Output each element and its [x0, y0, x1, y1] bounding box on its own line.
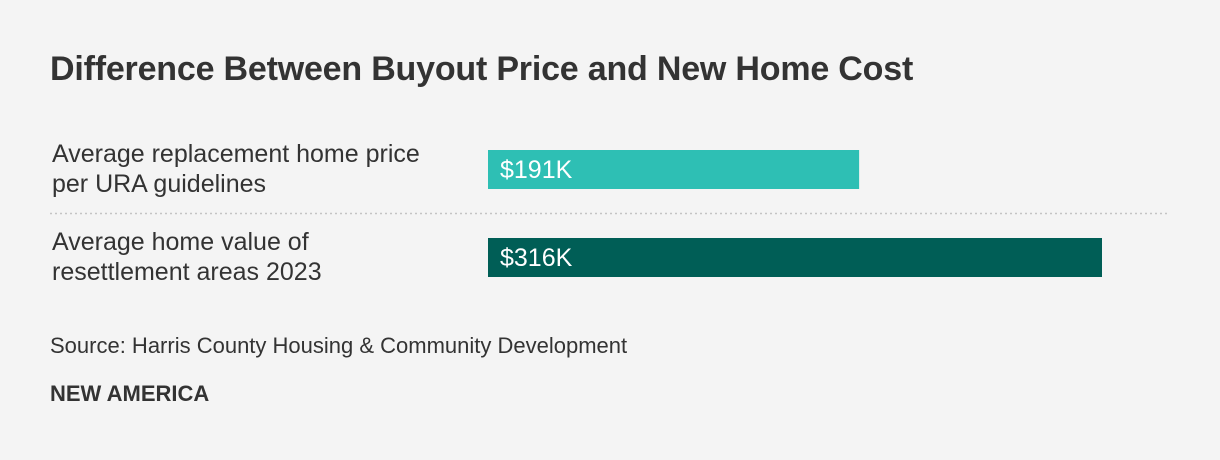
category-label: Average home value of — [52, 228, 309, 256]
category-label: resettlement areas 2023 — [52, 258, 322, 286]
category-label: Average replacement home price — [52, 140, 420, 168]
data-label: $191K — [500, 156, 573, 184]
brand-logo: NEW AMERICA — [50, 381, 210, 406]
data-label: $316K — [500, 244, 573, 272]
bar — [488, 150, 860, 189]
chart-title: Difference Between Buyout Price and New … — [50, 50, 914, 88]
category-label: per URA guidelines — [52, 170, 266, 198]
bar — [488, 238, 1102, 277]
source-note: Source: Harris County Housing & Communit… — [50, 333, 628, 358]
